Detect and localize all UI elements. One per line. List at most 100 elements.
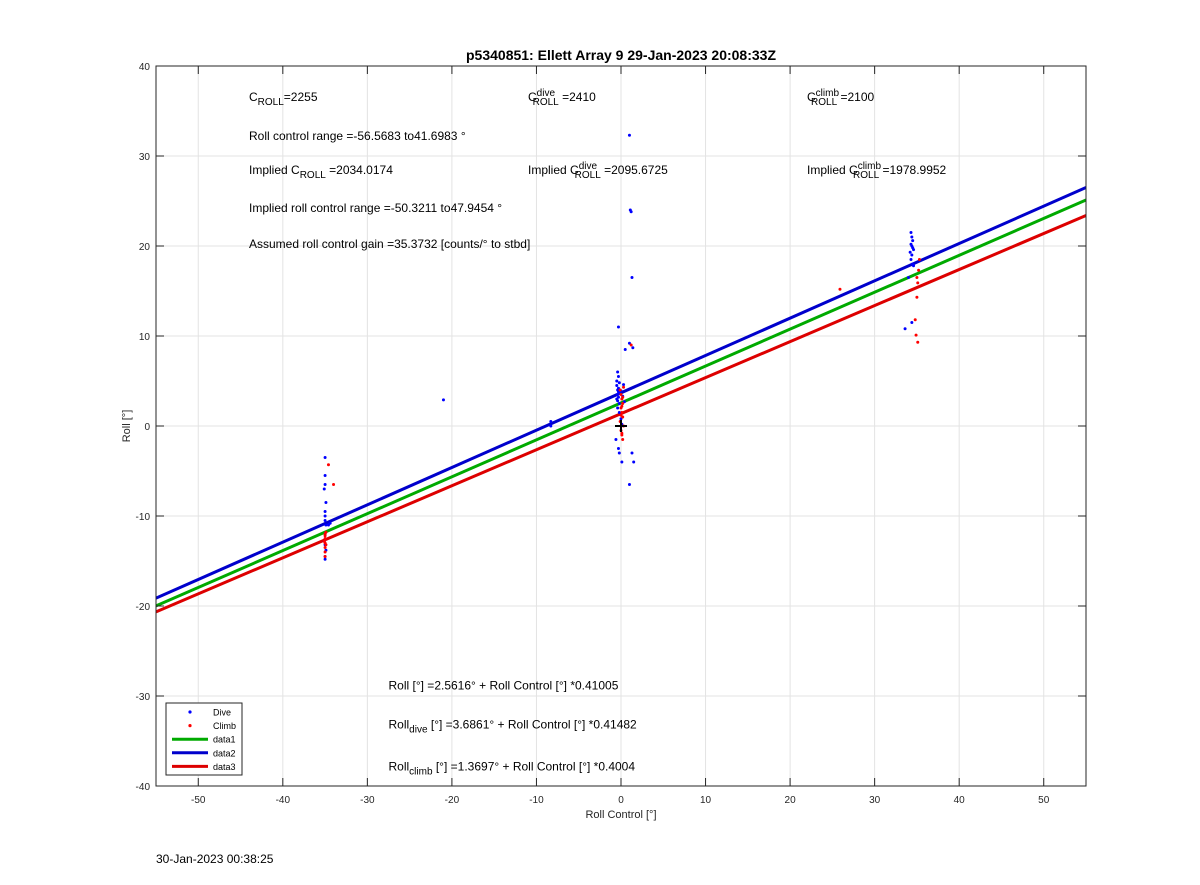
point-climb <box>916 340 920 344</box>
annotation-part: Implied roll control range =-50.3211 to4… <box>249 201 502 215</box>
point-dive <box>614 438 618 441</box>
point-climb <box>913 318 917 322</box>
series-line-data1 <box>156 198 1086 608</box>
point-dive <box>617 411 621 414</box>
point-dive <box>903 327 907 331</box>
point-climb <box>323 534 327 538</box>
point-climb <box>915 276 919 279</box>
point-dive <box>623 348 627 351</box>
point-climb <box>621 402 625 405</box>
point-climb <box>323 546 327 549</box>
y-tick-label: -10 <box>136 512 151 523</box>
point-dive <box>441 398 445 402</box>
annotation-fit-climb: Rollclimb [°] =1.3697° + Roll Control [°… <box>389 760 636 778</box>
point-dive <box>616 395 620 399</box>
point-climb <box>621 438 625 441</box>
x-tick-label: -40 <box>276 795 291 806</box>
legend-marker-climb <box>188 724 192 728</box>
point-climb <box>619 393 623 396</box>
point-dive <box>549 420 553 423</box>
point-climb <box>323 550 327 554</box>
point-climb <box>622 385 626 389</box>
y-tick-label: -20 <box>136 602 151 613</box>
annotation-part: Implied C <box>249 163 300 177</box>
x-tick-label: 10 <box>700 795 712 806</box>
annotation-part: Roll [°] =2.5616° + Roll Control [°] *0.… <box>389 679 619 693</box>
point-climb <box>332 483 336 486</box>
point-dive <box>615 384 619 387</box>
annotation-assumed-gain: Assumed roll control gain =35.3732 [coun… <box>249 237 530 251</box>
point-dive <box>323 474 327 477</box>
annotation-part: climb <box>858 161 882 172</box>
annotation-part: =2034.0174 <box>326 163 393 177</box>
annotation-part: =2255 <box>284 90 318 104</box>
annotation-part: ROLL <box>258 97 285 108</box>
x-tick-label: 30 <box>869 795 881 806</box>
annotation-part: C <box>807 90 816 104</box>
annotation-fit-all: Roll [°] =2.5616° + Roll Control [°] *0.… <box>389 679 619 693</box>
annotation-part: C <box>249 90 258 104</box>
y-tick-label: 20 <box>139 242 151 253</box>
point-dive <box>911 239 915 243</box>
point-dive <box>616 406 620 410</box>
y-tick-label: 30 <box>139 152 151 163</box>
point-climb <box>917 258 921 261</box>
point-dive <box>909 258 913 261</box>
y-tick-label: 40 <box>139 62 151 73</box>
annotation-roll-control-range: Roll control range =-56.5683 to41.6983 ° <box>249 129 466 143</box>
point-dive <box>616 393 620 396</box>
legend-label: Climb <box>213 721 236 731</box>
point-dive <box>324 523 328 527</box>
point-climb <box>620 431 624 435</box>
annotation-part: dive <box>537 88 556 99</box>
annotation-implied-c-roll-dive: Implied Cdive ROLL =2095.6725 <box>528 161 668 181</box>
point-climb <box>324 530 328 534</box>
annotation-part: ROLL <box>811 97 838 108</box>
point-dive <box>620 460 624 464</box>
point-dive <box>617 402 621 405</box>
point-dive <box>324 501 328 504</box>
point-dive <box>617 451 621 455</box>
annotation-part: C <box>528 90 537 104</box>
annotation-c-roll-dive: Cdive ROLL =2410 <box>528 88 596 108</box>
point-dive <box>322 487 326 491</box>
point-dive <box>912 264 916 268</box>
x-tick-label: -20 <box>445 795 460 806</box>
x-tick-label: 0 <box>618 795 624 806</box>
point-climb <box>618 388 622 392</box>
point-dive <box>323 456 327 459</box>
annotation-part: ROLL <box>300 170 327 181</box>
point-climb <box>323 537 327 540</box>
point-dive <box>632 460 636 464</box>
annotation-part: ROLL <box>533 97 560 108</box>
point-climb <box>915 295 919 299</box>
annotation-implied-c-roll: Implied CROLL =2034.0174 <box>249 163 393 181</box>
annotation-fit-dive: Rolldive [°] =3.6861° + Roll Control [°]… <box>389 717 638 735</box>
x-tick-label: 50 <box>1038 795 1050 806</box>
annotation-implied-c-roll-climb: Implied Cclimb ROLL =1978.9952 <box>807 161 947 181</box>
point-dive <box>323 519 327 522</box>
point-climb <box>326 463 330 467</box>
point-climb <box>620 404 624 408</box>
point-dive <box>616 447 620 450</box>
x-tick-label: -30 <box>360 795 375 806</box>
point-dive <box>912 248 916 252</box>
point-dive <box>615 379 619 383</box>
point-dive <box>323 557 327 561</box>
annotation-c-roll: CROLL=2255 <box>249 90 318 108</box>
point-dive <box>617 381 621 385</box>
point-dive <box>909 231 913 234</box>
y-tick-label: -30 <box>136 692 151 703</box>
annotation-part: Roll <box>389 760 410 774</box>
annotation-implied-roll-control-range: Implied roll control range =-50.3211 to4… <box>249 201 502 215</box>
legend: Dive Climb data1 data2 data3 <box>165 702 243 776</box>
point-climb <box>323 555 327 558</box>
annotation-part: Assumed roll control gain =35.3732 [coun… <box>249 237 530 251</box>
point-climb <box>914 333 918 337</box>
legend-label: data3 <box>213 762 236 772</box>
point-dive <box>323 510 327 513</box>
point-dive <box>910 321 914 324</box>
point-climb <box>629 343 633 347</box>
point-dive <box>616 370 620 374</box>
